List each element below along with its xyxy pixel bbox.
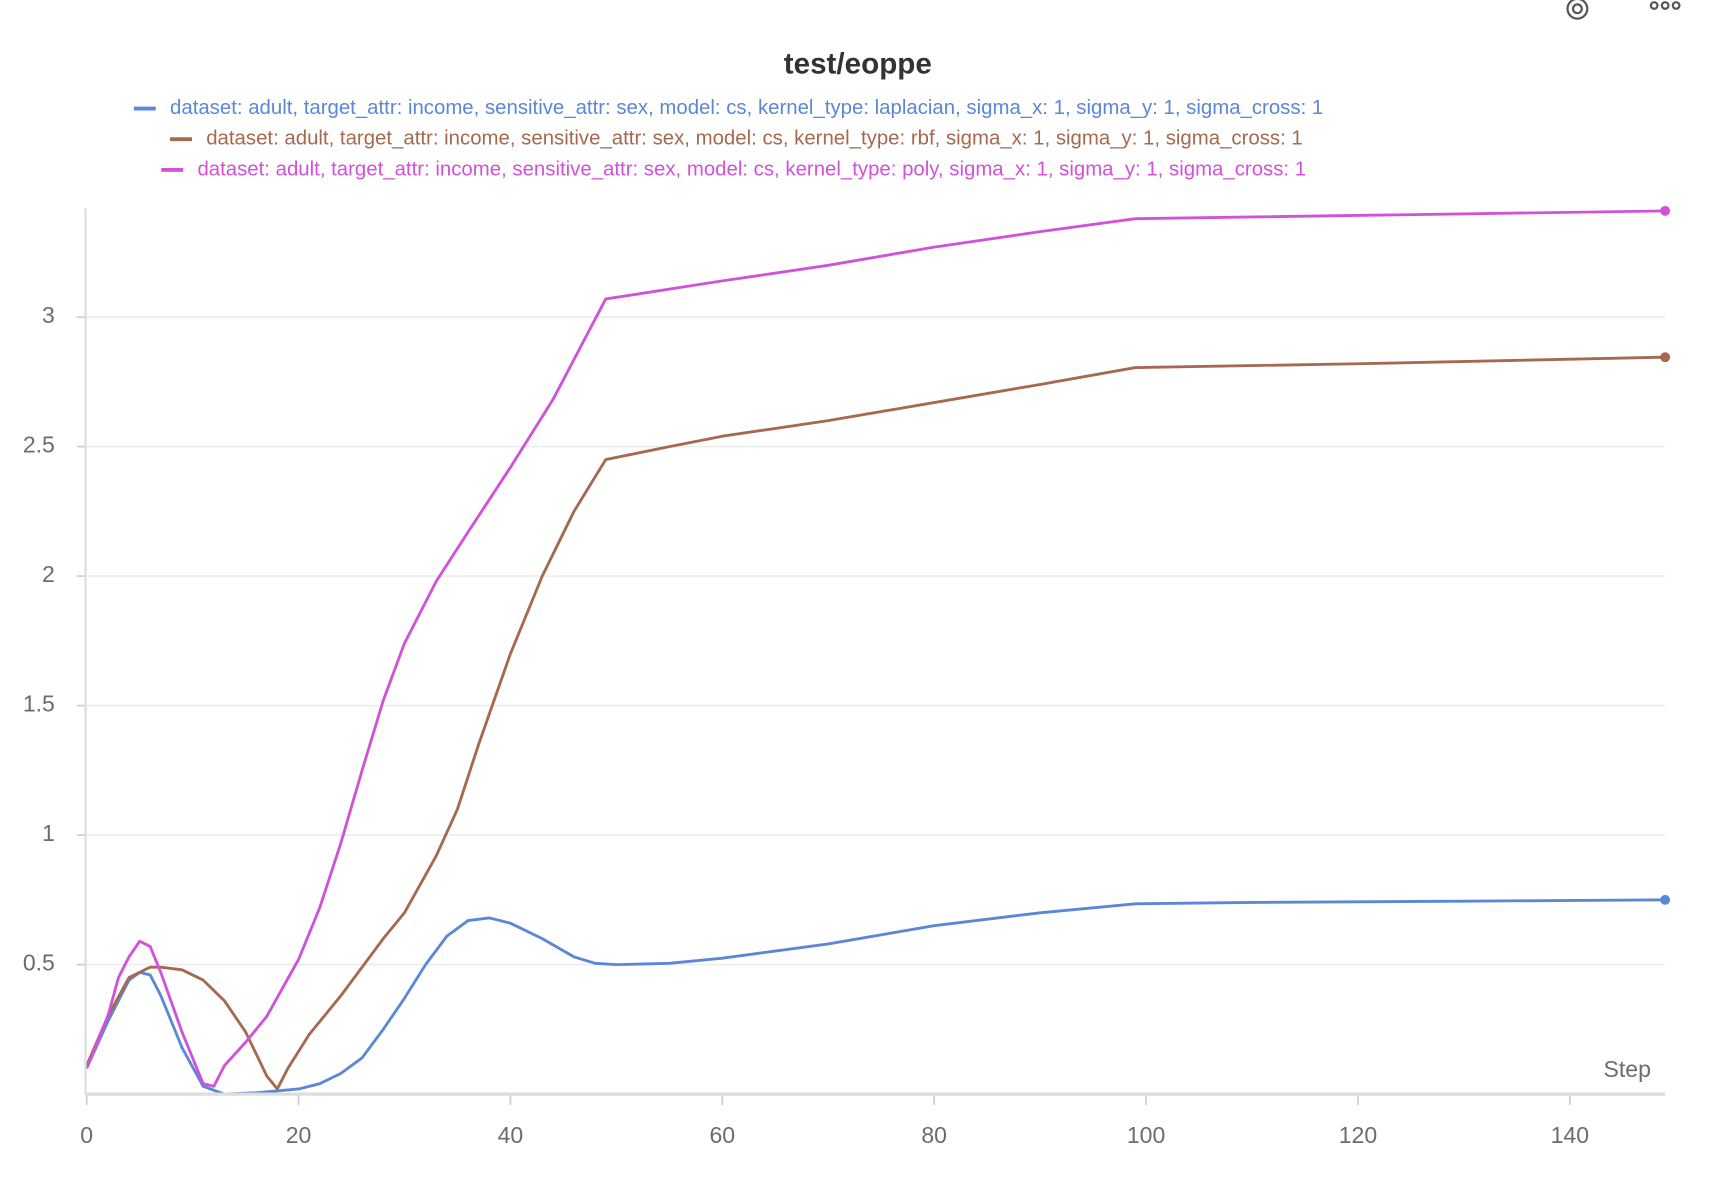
x-tick-label: 0 xyxy=(80,1122,93,1148)
x-tick-label: 80 xyxy=(921,1122,947,1148)
chart-title: test/eoppe xyxy=(784,48,932,81)
series-line xyxy=(85,209,1666,1088)
legend-label: dataset: adult, target_attr: income, sen… xyxy=(197,158,1306,180)
y-tick-label: 2 xyxy=(42,561,55,587)
y-tick-label: 1 xyxy=(42,820,55,846)
end-point xyxy=(1660,894,1671,905)
end-point xyxy=(1660,352,1671,363)
y-tick-label: 1.5 xyxy=(23,691,55,717)
y-tick-label: 0.5 xyxy=(23,950,55,976)
x-axis-label: Step xyxy=(1604,1056,1651,1082)
end-point xyxy=(1660,205,1671,216)
x-tick-label: 60 xyxy=(709,1122,735,1148)
x-tick-label: 140 xyxy=(1551,1122,1589,1148)
x-tick-label: 40 xyxy=(498,1122,524,1148)
y-tick-label: 2.5 xyxy=(23,432,55,458)
x-tick-label: 120 xyxy=(1339,1122,1377,1148)
series-line xyxy=(85,355,1666,1091)
settings-icon[interactable] xyxy=(1566,0,1589,20)
x-tick-label: 100 xyxy=(1127,1122,1165,1148)
legend-label: dataset: adult, target_attr: income, sen… xyxy=(206,128,1303,150)
series-line xyxy=(85,898,1666,1096)
y-tick-label: 3 xyxy=(42,302,55,328)
x-tick-label: 20 xyxy=(286,1122,312,1148)
more-menu-icon[interactable] xyxy=(1649,1,1681,10)
legend-label: dataset: adult, target_attr: income, sen… xyxy=(170,97,1323,119)
